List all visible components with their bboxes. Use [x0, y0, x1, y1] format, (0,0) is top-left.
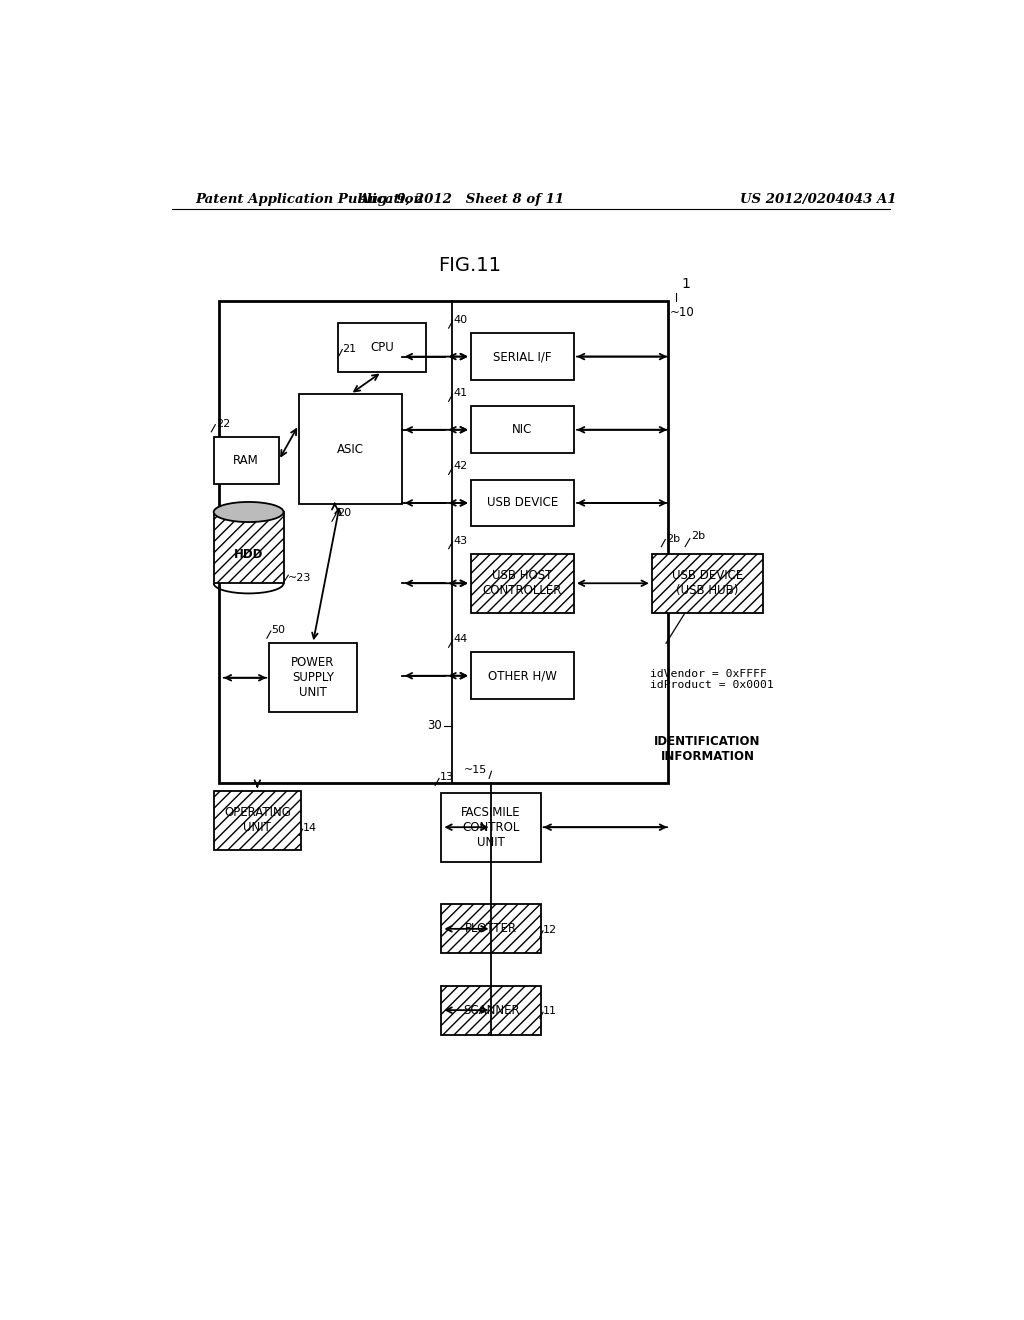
Text: ~23: ~23 — [289, 573, 311, 583]
Text: FACSIMILE
CONTROL
UNIT: FACSIMILE CONTROL UNIT — [461, 805, 521, 849]
Text: SERIAL I/F: SERIAL I/F — [494, 350, 552, 363]
Text: Aug. 9, 2012   Sheet 8 of 11: Aug. 9, 2012 Sheet 8 of 11 — [358, 193, 564, 206]
Bar — [471, 554, 574, 612]
Text: 12: 12 — [543, 925, 557, 935]
Bar — [441, 904, 541, 953]
Bar — [214, 437, 279, 483]
Text: CPU: CPU — [370, 341, 394, 354]
Text: 50: 50 — [271, 626, 286, 635]
Text: OPERATING
UNIT: OPERATING UNIT — [224, 807, 291, 834]
Text: SCANNER: SCANNER — [463, 1003, 519, 1016]
Text: NIC: NIC — [512, 424, 532, 437]
Text: Patent Application Publication: Patent Application Publication — [196, 193, 424, 206]
Text: USB DEVICE
(USB HUB): USB DEVICE (USB HUB) — [672, 569, 743, 597]
Bar — [214, 512, 284, 583]
Text: 44: 44 — [454, 634, 468, 644]
Bar — [214, 791, 301, 850]
Text: ~15: ~15 — [464, 766, 487, 775]
Text: RAM: RAM — [233, 454, 259, 467]
Text: 20: 20 — [337, 508, 351, 519]
Text: 40: 40 — [454, 315, 468, 325]
Text: 2b: 2b — [691, 531, 706, 541]
Text: 42: 42 — [454, 462, 468, 471]
Text: HDD: HDD — [233, 549, 263, 561]
Text: IDENTIFICATION
INFORMATION: IDENTIFICATION INFORMATION — [654, 735, 761, 763]
Bar — [471, 479, 574, 527]
Bar — [219, 301, 668, 784]
Text: 14: 14 — [303, 824, 316, 833]
Bar — [299, 395, 401, 504]
Text: POWER
SUPPLY
UNIT: POWER SUPPLY UNIT — [291, 656, 335, 700]
Text: FIG.11: FIG.11 — [437, 256, 501, 275]
Text: 22: 22 — [216, 418, 230, 429]
Text: 11: 11 — [543, 1006, 557, 1016]
Text: US 2012/0204043 A1: US 2012/0204043 A1 — [740, 193, 897, 206]
Text: USB HOST
CONTROLLER: USB HOST CONTROLLER — [482, 569, 562, 597]
Bar — [269, 643, 356, 713]
Bar — [652, 554, 763, 612]
Text: 2b: 2b — [666, 533, 680, 544]
Bar — [471, 333, 574, 380]
Text: ASIC: ASIC — [337, 442, 364, 455]
Text: 41: 41 — [454, 388, 468, 399]
Text: idVendor = 0xFFFF
idProduct = 0x0001: idVendor = 0xFFFF idProduct = 0x0001 — [650, 669, 774, 690]
Text: 1: 1 — [681, 276, 690, 290]
Bar — [471, 652, 574, 700]
Ellipse shape — [214, 502, 284, 523]
Bar — [338, 323, 426, 372]
Bar — [471, 407, 574, 453]
Text: ~10: ~10 — [670, 306, 694, 318]
Text: 43: 43 — [454, 536, 468, 545]
Text: 21: 21 — [342, 343, 356, 354]
Text: OTHER H/W: OTHER H/W — [488, 669, 557, 682]
Text: 30: 30 — [427, 719, 442, 733]
Text: USB DEVICE: USB DEVICE — [486, 496, 558, 510]
Bar — [441, 986, 541, 1035]
Text: 13: 13 — [440, 772, 454, 783]
Text: PLOTTER: PLOTTER — [465, 923, 517, 936]
Bar — [441, 792, 541, 862]
